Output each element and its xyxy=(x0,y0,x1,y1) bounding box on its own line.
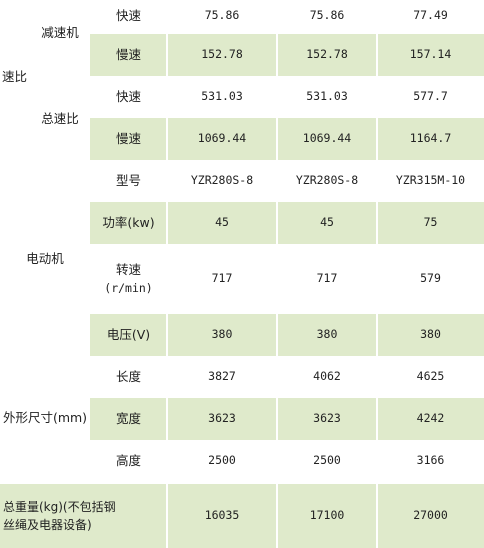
reducer-slow-label: 慢速 xyxy=(90,34,167,76)
column-divider xyxy=(166,0,168,548)
height-value: 2500 xyxy=(208,453,236,468)
motor-label: 电动机 xyxy=(26,250,64,266)
reducer-label: 减速机 xyxy=(41,24,79,40)
motor-speed-label-line2: (r/min) xyxy=(104,280,153,295)
total-slow-value: 1069.44 xyxy=(277,118,377,160)
dimensions-label: 外形尺寸(mm) xyxy=(2,409,88,425)
total-slow-value: 1069.44 xyxy=(167,118,277,160)
motor-power-value: 45 xyxy=(167,202,277,244)
reducer-slow-value: 152.78 xyxy=(277,34,377,76)
total-slow-value: 1164.7 xyxy=(377,118,484,160)
reducer-slow-value: 157.14 xyxy=(377,34,484,76)
motor-power-value: 75 xyxy=(377,202,484,244)
height-label: 高度 xyxy=(115,452,141,468)
motor-voltage-value: 380 xyxy=(377,314,484,356)
width-value: 4242 xyxy=(377,398,484,440)
column-divider xyxy=(276,0,278,548)
reducer-fast-value: 75.86 xyxy=(309,8,345,23)
motor-power-label: 功率(kw) xyxy=(90,202,167,244)
reducer-fast-value: 75.86 xyxy=(204,8,240,23)
total-fast-value: 577.7 xyxy=(413,89,448,104)
total-weight-label-line2: 丝绳及电器设备) xyxy=(3,518,92,532)
motor-model-value: YZR280S-8 xyxy=(190,173,254,188)
total-slow-label: 慢速 xyxy=(90,118,167,160)
reducer-slow-value: 152.78 xyxy=(167,34,277,76)
total-ratio-label: 总速比 xyxy=(41,110,79,126)
motor-speed-value: 579 xyxy=(420,271,441,286)
length-label: 长度 xyxy=(115,368,141,384)
total-weight-label-line1: 总重量(kg)(不包括钢 xyxy=(3,500,116,514)
column-divider xyxy=(376,0,378,548)
motor-voltage-value: 380 xyxy=(277,314,377,356)
motor-speed-value: 717 xyxy=(211,271,233,286)
total-fast-label: 快速 xyxy=(115,88,141,104)
height-value: 2500 xyxy=(313,453,341,468)
motor-speed-label-line1: 转速 xyxy=(115,262,141,277)
length-value: 4625 xyxy=(416,369,445,384)
height-value: 3166 xyxy=(416,453,445,468)
motor-speed-label: 转速 (r/min) xyxy=(90,246,167,312)
motor-voltage-label: 电压(V) xyxy=(90,314,167,356)
reducer-fast-label: 快速 xyxy=(115,7,141,23)
width-label: 宽度 xyxy=(90,398,167,440)
motor-power-value: 45 xyxy=(277,202,377,244)
total-weight-label: 总重量(kg)(不包括钢 丝绳及电器设备) xyxy=(0,484,167,548)
reducer-fast-value: 77.49 xyxy=(413,8,448,23)
motor-model-value: YZR315M-10 xyxy=(395,173,466,188)
width-value: 3623 xyxy=(277,398,377,440)
total-fast-value: 531.03 xyxy=(306,89,348,104)
total-weight-value: 17100 xyxy=(277,484,377,548)
total-weight-value: 27000 xyxy=(377,484,484,548)
motor-model-value: YZR280S-8 xyxy=(295,173,359,188)
length-value: 3827 xyxy=(208,369,236,384)
total-fast-value: 531.03 xyxy=(201,89,243,104)
width-value: 3623 xyxy=(167,398,277,440)
motor-voltage-value: 380 xyxy=(167,314,277,356)
speed-ratio-label: 速比 xyxy=(2,68,28,84)
length-value: 4062 xyxy=(313,369,341,384)
motor-model-label: 型号 xyxy=(115,172,141,188)
motor-speed-value: 717 xyxy=(316,271,338,286)
total-weight-value: 16035 xyxy=(167,484,277,548)
